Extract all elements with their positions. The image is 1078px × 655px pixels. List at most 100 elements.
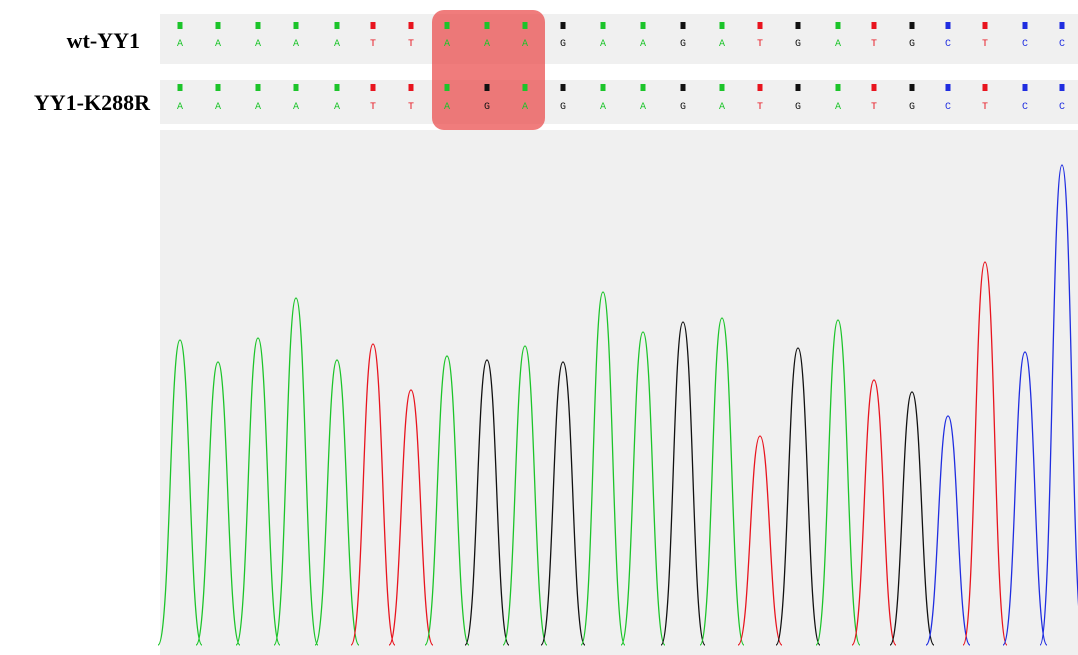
base-marker — [256, 84, 261, 91]
base-call: A — [293, 39, 299, 50]
base-marker — [872, 84, 877, 91]
base-call: T — [757, 39, 763, 50]
base-call: A — [600, 102, 606, 113]
base-marker — [1023, 22, 1028, 29]
base-call: C — [1059, 102, 1065, 113]
base-call: T — [871, 102, 877, 113]
base-marker — [910, 22, 915, 29]
base-call: A — [215, 39, 221, 50]
base-call: T — [982, 102, 988, 113]
track-label: wt-YY1 — [67, 28, 140, 53]
base-marker — [485, 84, 490, 91]
base-call: A — [444, 39, 450, 50]
base-marker — [641, 84, 646, 91]
base-call: G — [795, 102, 801, 113]
base-call: A — [334, 39, 340, 50]
row-separator — [160, 124, 1078, 130]
base-marker — [445, 84, 450, 91]
base-marker — [409, 22, 414, 29]
base-marker — [601, 22, 606, 29]
base-marker — [561, 84, 566, 91]
base-marker — [294, 84, 299, 91]
base-call: A — [334, 102, 340, 113]
base-marker — [216, 84, 221, 91]
base-call: A — [640, 102, 646, 113]
base-marker — [335, 84, 340, 91]
base-marker — [523, 22, 528, 29]
base-call: T — [370, 102, 376, 113]
track-label: YY1-K288R — [34, 90, 151, 115]
base-marker — [216, 22, 221, 29]
base-call: A — [719, 39, 725, 50]
base-call: G — [560, 102, 566, 113]
base-call: A — [835, 39, 841, 50]
base-marker — [1060, 84, 1065, 91]
base-marker — [758, 84, 763, 91]
base-call: T — [408, 39, 414, 50]
base-call: A — [640, 39, 646, 50]
base-marker — [561, 22, 566, 29]
base-marker — [872, 22, 877, 29]
base-call: T — [871, 39, 877, 50]
base-marker — [796, 84, 801, 91]
base-marker — [681, 84, 686, 91]
base-marker — [836, 84, 841, 91]
base-call: A — [444, 102, 450, 113]
base-call: G — [795, 39, 801, 50]
base-call: T — [982, 39, 988, 50]
base-call: A — [177, 39, 183, 50]
base-marker — [371, 22, 376, 29]
base-marker — [523, 84, 528, 91]
base-call: A — [719, 102, 725, 113]
base-marker — [409, 84, 414, 91]
base-marker — [445, 22, 450, 29]
base-marker — [1023, 84, 1028, 91]
base-marker — [178, 22, 183, 29]
base-marker — [720, 84, 725, 91]
base-marker — [485, 22, 490, 29]
base-call: T — [408, 102, 414, 113]
base-call: C — [1059, 39, 1065, 50]
base-call: A — [835, 102, 841, 113]
base-call: G — [680, 39, 686, 50]
base-call: A — [522, 102, 528, 113]
base-marker — [178, 84, 183, 91]
base-call: G — [680, 102, 686, 113]
base-call: G — [484, 102, 490, 113]
base-marker — [983, 84, 988, 91]
base-call: A — [484, 39, 490, 50]
base-marker — [983, 22, 988, 29]
base-call: A — [177, 102, 183, 113]
base-call: G — [909, 102, 915, 113]
base-marker — [256, 22, 261, 29]
base-call: G — [560, 39, 566, 50]
base-marker — [720, 22, 725, 29]
base-call: C — [1022, 102, 1028, 113]
base-marker — [641, 22, 646, 29]
base-call: T — [370, 39, 376, 50]
base-call: C — [945, 39, 951, 50]
base-call: A — [255, 102, 261, 113]
base-call: A — [293, 102, 299, 113]
base-call: G — [909, 39, 915, 50]
row-separator — [160, 64, 1078, 80]
base-marker — [1060, 22, 1065, 29]
base-call: A — [215, 102, 221, 113]
base-marker — [758, 22, 763, 29]
base-marker — [910, 84, 915, 91]
base-marker — [681, 22, 686, 29]
base-call: A — [600, 39, 606, 50]
base-marker — [796, 22, 801, 29]
base-call: A — [255, 39, 261, 50]
chromatogram-figure: A A A A A T T A A A G A A G A T G A T G C T C C A A A A A T T A G A G A A G A T… — [0, 0, 1078, 655]
base-marker — [294, 22, 299, 29]
base-marker — [946, 84, 951, 91]
base-call: T — [757, 102, 763, 113]
base-marker — [836, 22, 841, 29]
base-marker — [371, 84, 376, 91]
base-marker — [601, 84, 606, 91]
base-marker — [335, 22, 340, 29]
base-marker — [946, 22, 951, 29]
base-call: C — [1022, 39, 1028, 50]
base-call: A — [522, 39, 528, 50]
